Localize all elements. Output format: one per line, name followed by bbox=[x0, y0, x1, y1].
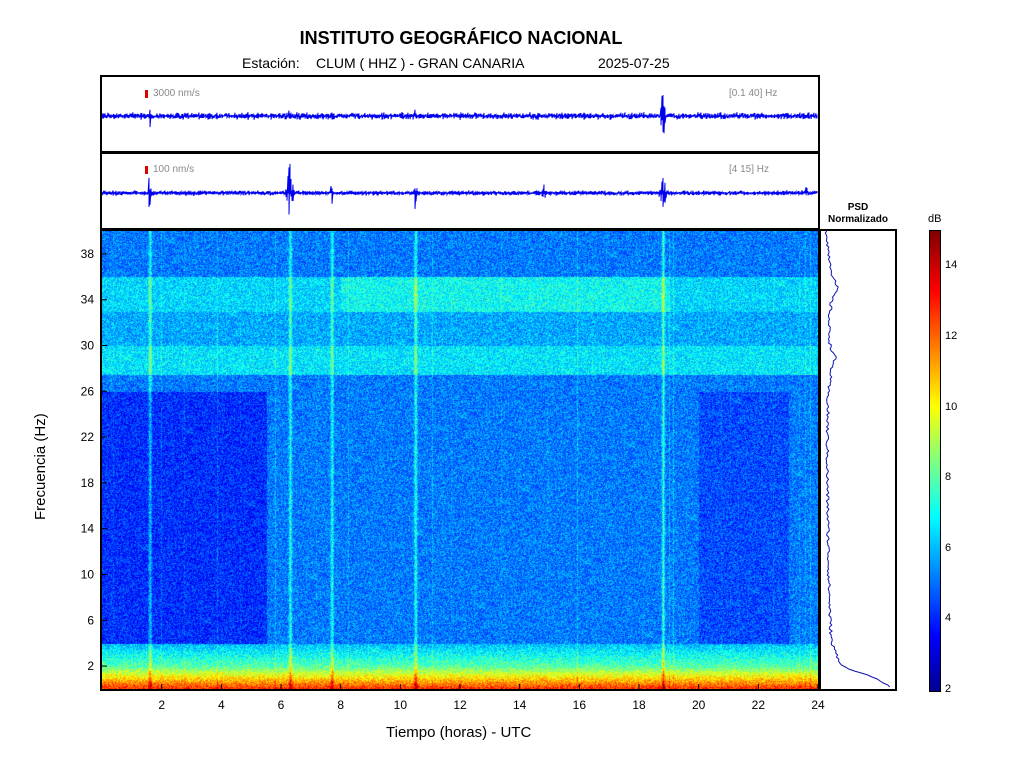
trace-scale-label: 100 nm/s bbox=[153, 164, 195, 175]
x-tick-label: 14 bbox=[513, 698, 527, 712]
y-tick-label: 18 bbox=[81, 476, 95, 490]
x-tick-label: 10 bbox=[394, 698, 408, 712]
x-tick-label: 4 bbox=[218, 698, 225, 712]
spectrogram-panel bbox=[100, 229, 820, 691]
y-tick-label: 30 bbox=[81, 339, 95, 353]
psd-curve bbox=[824, 231, 891, 688]
spectrogram-image bbox=[102, 231, 818, 689]
psd-title: PSD Normalizado bbox=[820, 202, 896, 226]
colorbar-tick-label: 12 bbox=[945, 329, 958, 342]
trace-panel-broadband: 3000 nm/s [0.1 40] Hz bbox=[100, 75, 820, 153]
psd-panel bbox=[819, 229, 897, 691]
colorbar-unit: dB bbox=[928, 213, 942, 225]
y-tick-label: 38 bbox=[81, 247, 95, 261]
x-tick-label: 16 bbox=[573, 698, 587, 712]
x-tick-label: 18 bbox=[632, 698, 646, 712]
trace-scale-label: 3000 nm/s bbox=[153, 88, 200, 99]
psd-title-line1: PSD bbox=[847, 202, 869, 213]
trace-band-label: [0.1 40] Hz bbox=[729, 88, 778, 99]
colorbar-tick-label: 2 bbox=[945, 683, 952, 695]
x-axis-label: Tiempo (horas) - UTC bbox=[386, 724, 532, 741]
colorbar-tick-label: 14 bbox=[945, 259, 958, 272]
colorbar-tick-label: 4 bbox=[945, 612, 952, 625]
date-label: 2025-07-25 bbox=[598, 55, 670, 71]
colorbar-tick-label: 6 bbox=[945, 541, 952, 554]
x-tick-label: 8 bbox=[337, 698, 344, 712]
station-name: CLUM ( HHZ ) - GRAN CANARIA bbox=[316, 55, 525, 71]
figure-title: INSTITUTO GEOGRÁFICO NACIONAL bbox=[299, 28, 623, 48]
scale-marker bbox=[145, 90, 148, 98]
x-tick-label: 6 bbox=[278, 698, 285, 712]
scale-marker bbox=[145, 166, 148, 174]
colorbar bbox=[929, 230, 941, 692]
y-tick-label: 26 bbox=[81, 384, 95, 398]
colorbar-tick-label: 8 bbox=[945, 471, 952, 484]
x-tick-label: 12 bbox=[453, 698, 467, 712]
trace-band-label: [4 15] Hz bbox=[729, 164, 770, 175]
trace-filtered-waveform bbox=[102, 163, 818, 215]
y-tick-label: 6 bbox=[87, 613, 94, 627]
trace-broadband-waveform bbox=[102, 95, 818, 134]
x-tick-label: 20 bbox=[692, 698, 706, 712]
y-tick-label: 14 bbox=[81, 522, 95, 536]
y-tick-label: 34 bbox=[81, 293, 95, 307]
x-tick-label: 2 bbox=[158, 698, 165, 712]
y-tick-label: 22 bbox=[81, 430, 95, 444]
station-label: Estación: bbox=[242, 55, 300, 71]
y-tick-label: 2 bbox=[87, 659, 94, 673]
trace-panel-filtered: 100 nm/s [4 15] Hz bbox=[100, 152, 820, 230]
y-axis-label: Frecuencia (Hz) bbox=[32, 413, 49, 520]
psd-title-line2: Normalizado bbox=[827, 214, 888, 225]
x-tick-label: 22 bbox=[752, 698, 766, 712]
colorbar-tick-label: 10 bbox=[945, 400, 958, 413]
y-tick-label: 10 bbox=[81, 568, 95, 582]
x-tick-label: 24 bbox=[811, 698, 825, 712]
